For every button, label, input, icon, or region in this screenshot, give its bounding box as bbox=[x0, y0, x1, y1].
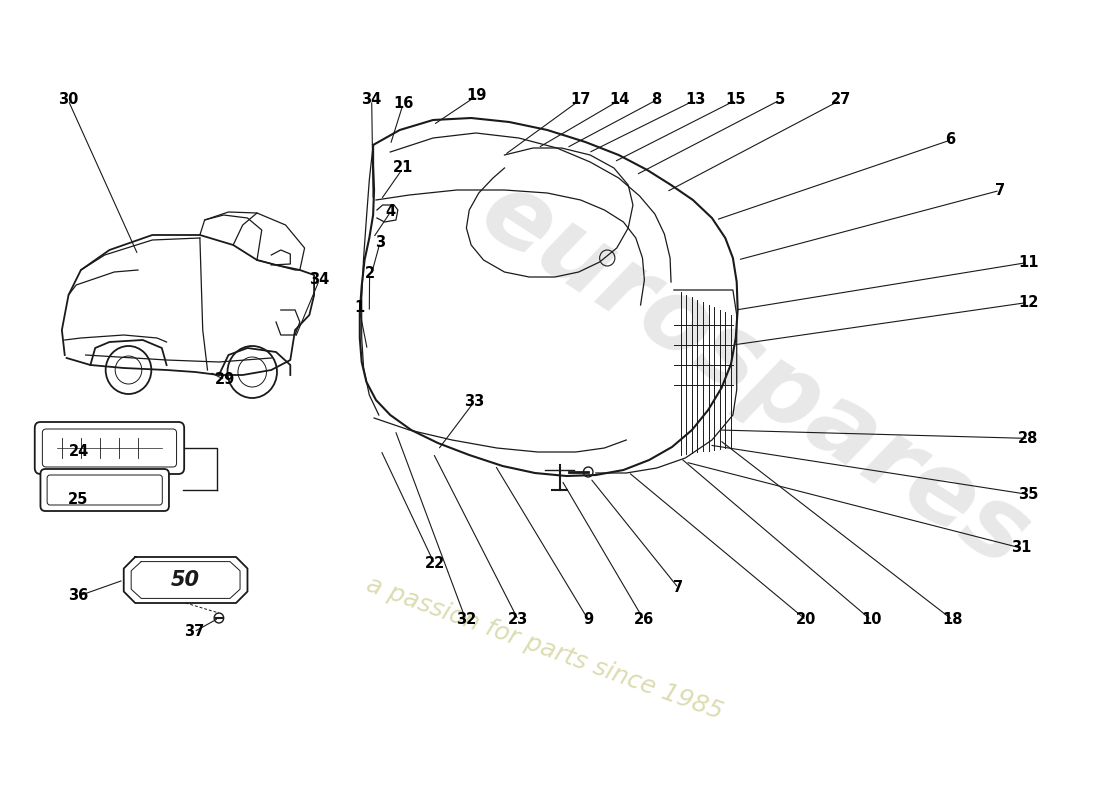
Text: 16: 16 bbox=[393, 97, 414, 111]
Text: 7: 7 bbox=[994, 183, 1005, 198]
Text: 1: 1 bbox=[354, 301, 364, 315]
Text: eurospares: eurospares bbox=[462, 163, 1045, 589]
FancyBboxPatch shape bbox=[41, 469, 169, 511]
Text: 4: 4 bbox=[385, 205, 396, 219]
Text: 18: 18 bbox=[943, 613, 962, 627]
Text: 25: 25 bbox=[68, 493, 89, 507]
Text: 21: 21 bbox=[393, 161, 414, 175]
Text: 24: 24 bbox=[68, 445, 89, 459]
Text: 35: 35 bbox=[1018, 487, 1038, 502]
Text: 34: 34 bbox=[309, 273, 330, 287]
Text: 12: 12 bbox=[1018, 295, 1038, 310]
Text: 13: 13 bbox=[685, 93, 705, 107]
Text: 37: 37 bbox=[184, 625, 204, 639]
FancyBboxPatch shape bbox=[47, 475, 163, 505]
Text: 22: 22 bbox=[425, 557, 444, 571]
Text: 15: 15 bbox=[726, 93, 746, 107]
Text: 26: 26 bbox=[634, 613, 654, 627]
Text: 11: 11 bbox=[1018, 255, 1038, 270]
Text: 10: 10 bbox=[861, 613, 881, 627]
Text: 27: 27 bbox=[830, 93, 851, 107]
Text: 14: 14 bbox=[609, 93, 630, 107]
Text: 29: 29 bbox=[214, 373, 235, 387]
Text: 9: 9 bbox=[583, 613, 594, 627]
Text: 31: 31 bbox=[1011, 541, 1031, 555]
Text: 28: 28 bbox=[1018, 431, 1038, 446]
Text: 17: 17 bbox=[570, 93, 591, 107]
Text: a passion for parts since 1985: a passion for parts since 1985 bbox=[363, 572, 726, 724]
Text: 33: 33 bbox=[464, 394, 484, 409]
Text: 30: 30 bbox=[58, 93, 78, 107]
Text: 6: 6 bbox=[946, 133, 956, 147]
Text: 8: 8 bbox=[651, 93, 661, 107]
Text: 32: 32 bbox=[455, 613, 476, 627]
Text: 3: 3 bbox=[375, 235, 385, 250]
Text: 20: 20 bbox=[796, 613, 816, 627]
Text: 19: 19 bbox=[466, 89, 486, 103]
Text: 2: 2 bbox=[364, 266, 375, 281]
Text: 7: 7 bbox=[673, 581, 683, 595]
Text: 5: 5 bbox=[774, 93, 785, 107]
FancyBboxPatch shape bbox=[43, 429, 177, 467]
Text: 50: 50 bbox=[172, 570, 200, 590]
Text: 34: 34 bbox=[362, 93, 382, 107]
Text: 23: 23 bbox=[508, 613, 528, 627]
FancyBboxPatch shape bbox=[35, 422, 184, 474]
Text: 36: 36 bbox=[68, 589, 89, 603]
